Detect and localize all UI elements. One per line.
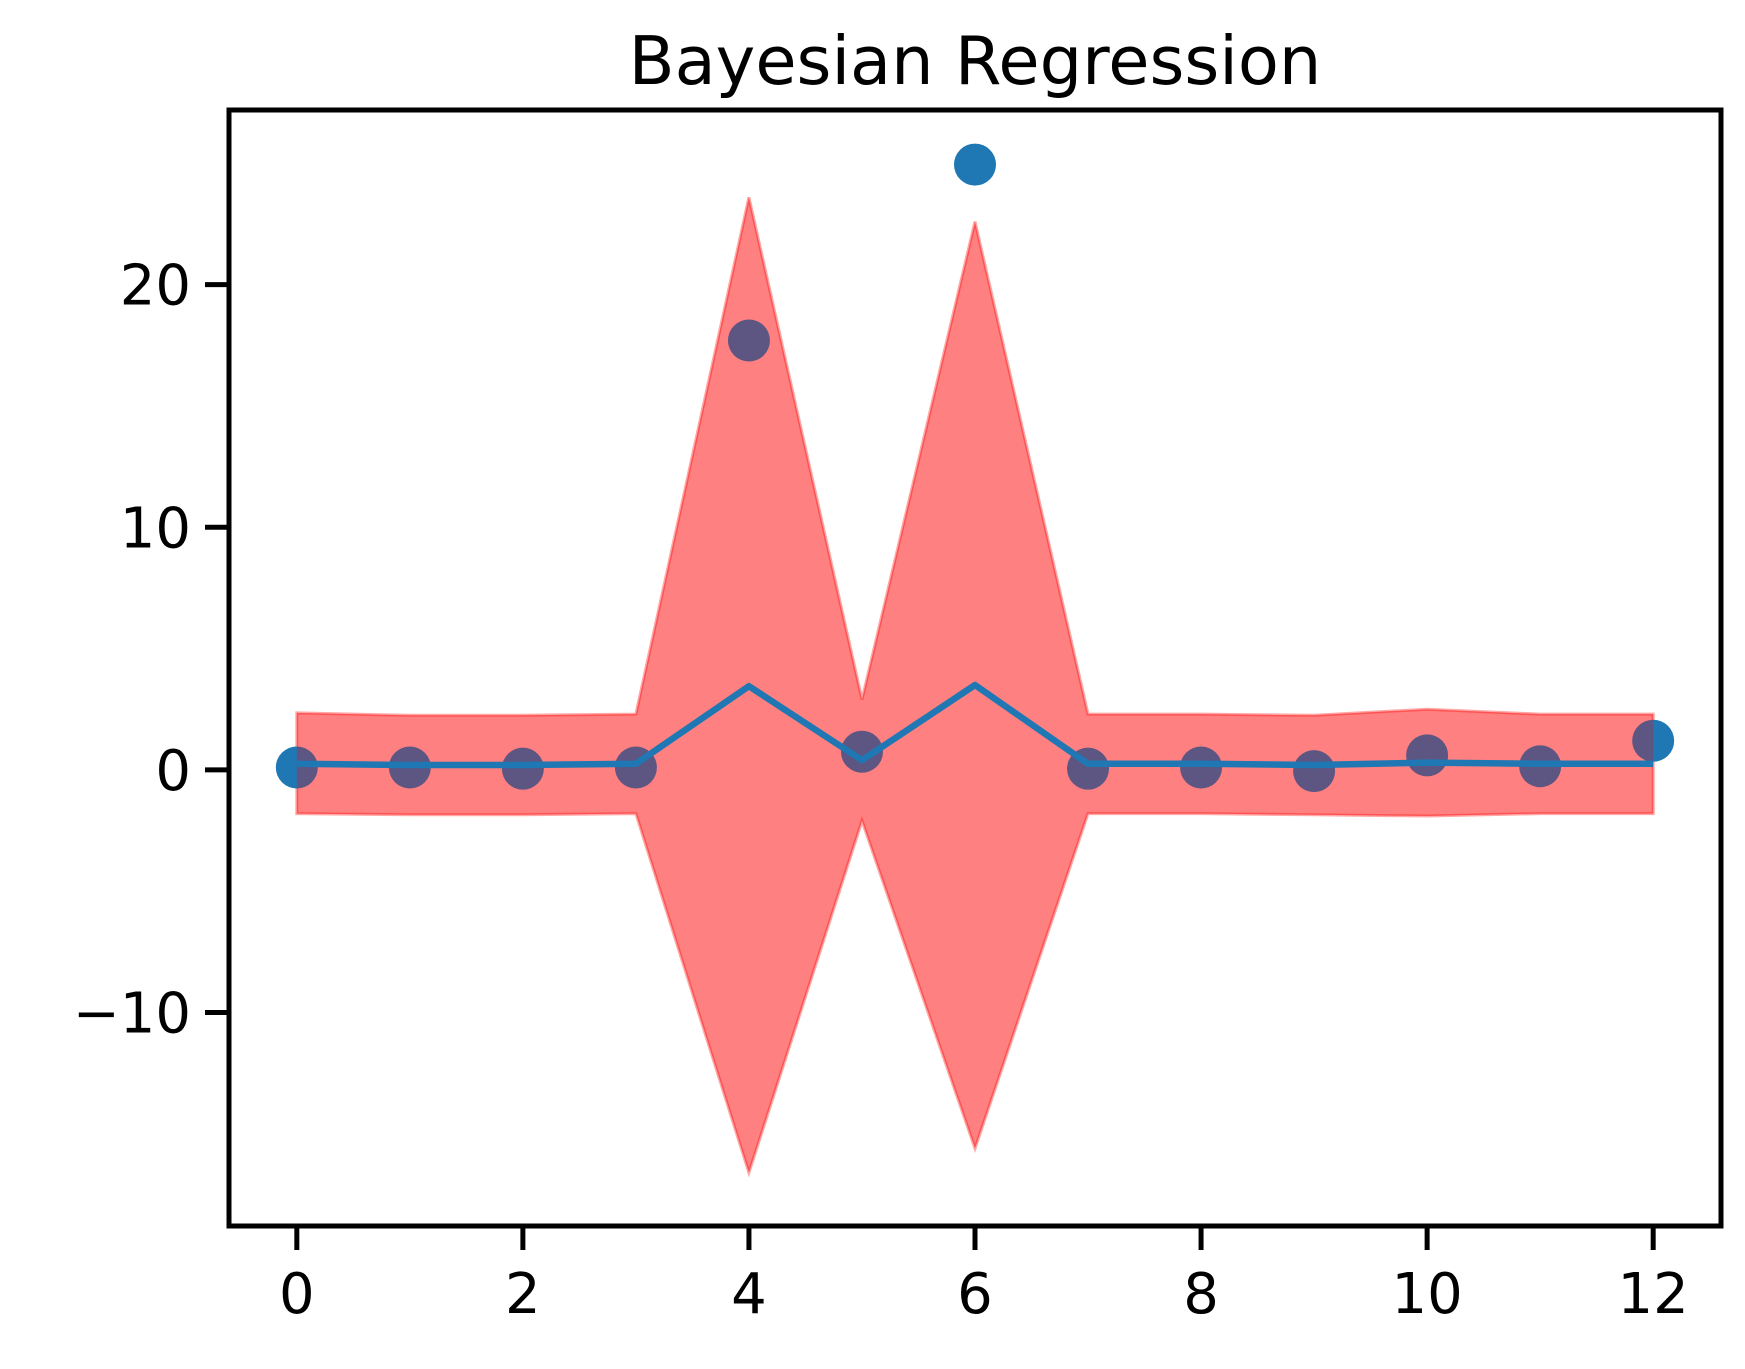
chart-title: Bayesian Regression [629, 22, 1322, 100]
data-point [954, 143, 996, 186]
y-tick-label: 0 [155, 739, 191, 804]
x-tick-label: 6 [957, 1262, 993, 1327]
data-point [1180, 746, 1223, 789]
y-tick-label: 10 [120, 496, 191, 561]
plot-area [275, 143, 1675, 1178]
y-tick-label: −10 [73, 982, 191, 1047]
x-tick-label: 4 [731, 1262, 767, 1327]
x-tick-label: 8 [1183, 1262, 1219, 1327]
x-tick-label: 12 [1618, 1262, 1689, 1327]
axes: 0 2 4 6 8 10 12 −10 0 10 20 [73, 107, 1724, 1327]
data-point [275, 746, 318, 789]
y-tick-label: 20 [120, 254, 191, 319]
prediction-line [296, 681, 1654, 769]
x-tick-label: 10 [1391, 1262, 1462, 1327]
data-point [727, 319, 770, 362]
x-tick-label: 2 [505, 1262, 541, 1327]
data-point [840, 730, 883, 773]
data-point [501, 747, 544, 790]
x-tick-label: 0 [279, 1262, 315, 1327]
data-point [1632, 719, 1675, 762]
data-point [1293, 750, 1336, 793]
